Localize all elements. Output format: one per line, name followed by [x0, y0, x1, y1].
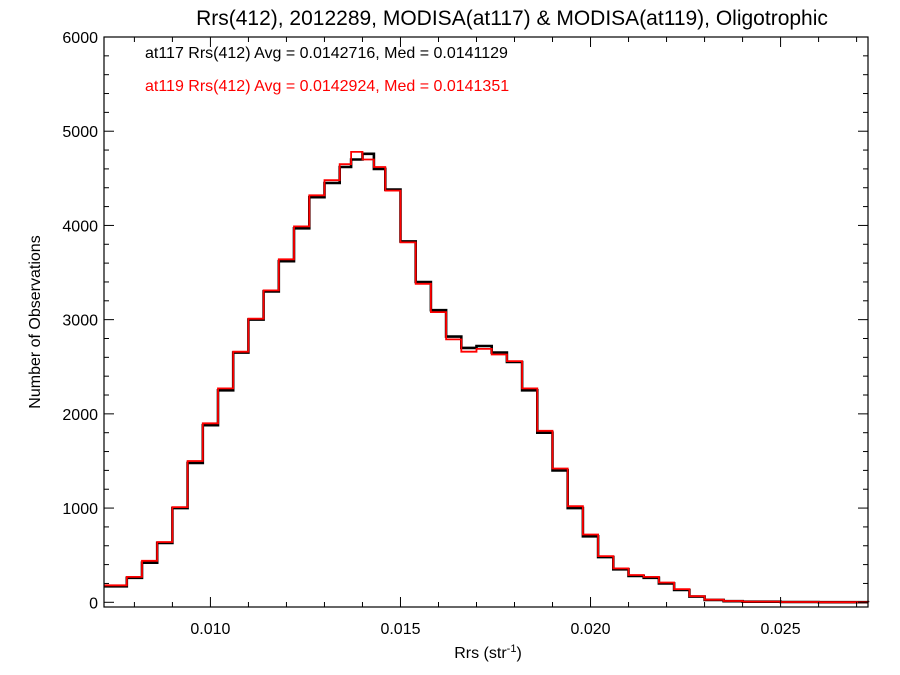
y-axis-label: Number of Observations: [27, 235, 44, 408]
x-axis-label-superscript: -1: [507, 643, 517, 655]
x-tick-label: 0.020: [571, 621, 611, 638]
y-tick-label: 4000: [62, 218, 98, 235]
x-tick-label: 0.025: [761, 621, 801, 638]
y-tick-label: 5000: [62, 124, 98, 141]
y-tick-label: 6000: [62, 30, 98, 47]
x-axis-label: Rrs (str-1): [454, 643, 522, 662]
series-line-at117: [104, 152, 870, 604]
series-line-at119: [104, 151, 869, 604]
y-tick-label: 2000: [62, 407, 98, 424]
x-tick-label: 0.015: [380, 621, 420, 638]
legend-at119: at119 Rrs(412) Avg = 0.0142924, Med = 0.…: [145, 78, 509, 95]
axes: 0.010 0.015 0.020 0.025 0 1000 2000 3000 4000 500…: [62, 30, 869, 638]
x-axis-label-close: ): [516, 645, 521, 662]
x-tick-label: 0.010: [190, 621, 230, 638]
chart-title: Rrs(412), 2012289, MODISA(at117) & MODIS…: [196, 7, 828, 30]
legend-at117: at117 Rrs(412) Avg = 0.0142716, Med = 0.…: [145, 45, 508, 62]
plot-area: [104, 151, 870, 604]
y-tick-label: 0: [89, 595, 98, 612]
y-tick-label: 1000: [62, 501, 98, 518]
x-axis-label-main: Rrs (str: [454, 645, 507, 662]
plot-frame: [103, 36, 869, 608]
y-tick-label: 3000: [62, 313, 98, 330]
